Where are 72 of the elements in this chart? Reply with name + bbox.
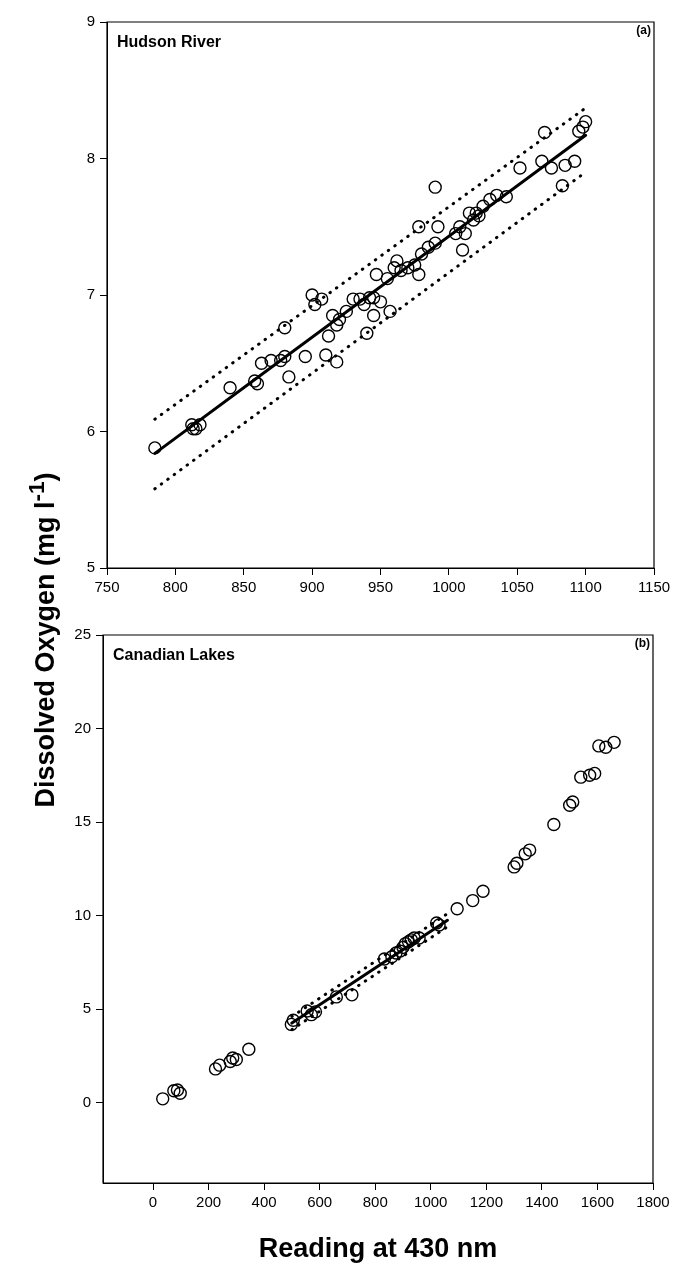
x-tick-label: 1000 [414,1193,448,1211]
point [450,902,464,916]
x-tick-label: 1200 [469,1193,504,1211]
point [510,856,524,870]
x-axis-title: Reading at 430 nm [258,1233,498,1264]
point [518,847,532,861]
y-tick-label: 8 [86,148,95,166]
point [286,1013,300,1027]
y-tick-label: 5 [82,999,91,1017]
y-tick-label: 20 [74,718,91,736]
x-tick-label: 1000 [432,578,466,596]
annotation: (a) [636,23,651,38]
text: Canadian Lakes [113,646,235,664]
x-tick-label: 1800 [636,1193,670,1211]
x-tick-label: 600 [307,1193,333,1211]
point [156,1092,170,1106]
point [377,952,392,966]
point [300,1004,314,1018]
annotation: (b) [634,636,650,651]
point [599,740,613,754]
point [607,735,621,750]
y-tick-label: 10 [74,905,91,923]
point [329,990,344,1004]
y-tick-label: 5 [86,558,95,576]
y-tick-label: 25 [74,625,91,643]
point [396,940,410,955]
x-tick-label: 800 [362,1193,388,1211]
point [212,1058,227,1072]
x-tick-label: 400 [251,1193,277,1211]
point [412,931,426,945]
point [345,988,359,1002]
point [592,739,606,753]
point [393,944,407,958]
point [208,1062,223,1076]
x-tick-label: 1050 [500,578,534,596]
point [562,798,577,812]
point [223,1054,237,1069]
x-tick-label: 1100 [569,578,602,596]
point [167,1084,181,1098]
point [385,949,399,964]
text: Hudson River [117,33,222,51]
point [507,860,521,874]
x-tick-label: 1150 [637,578,671,596]
point [547,817,561,832]
x-tick-label: 0 [148,1193,158,1211]
y-tick-label: 0 [82,1092,91,1110]
y-tick-label: 9 [86,12,95,30]
point [242,1042,256,1056]
y-tick-label: 7 [86,285,95,303]
point [308,1005,323,1019]
x-tick-label: 900 [299,578,325,596]
point [476,884,490,898]
point [229,1052,244,1067]
x-tick-label: 1400 [525,1193,559,1211]
x-tick-label: 1600 [580,1193,615,1211]
point [582,768,597,782]
point [389,946,403,960]
x-tick-label: 750 [94,578,120,596]
point [566,795,580,809]
point [284,1017,299,1032]
x-tick-label: 200 [196,1193,222,1211]
x-tick-label: 850 [231,578,257,596]
point [466,893,480,908]
x-tick-label: 800 [162,578,188,596]
point [574,770,588,784]
point [304,1007,319,1022]
y-tick-label: 15 [74,812,91,830]
point [226,1051,240,1065]
point [587,766,602,781]
point [522,843,537,857]
y-tick-label: 6 [86,421,95,439]
x-tick-label: 950 [367,578,394,596]
